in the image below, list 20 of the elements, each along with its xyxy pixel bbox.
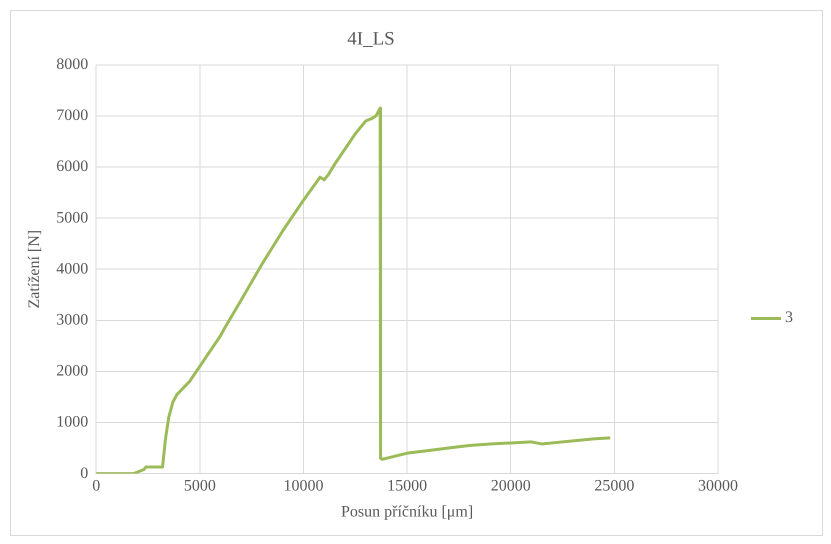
y-tick-label: 1000 (56, 414, 88, 431)
x-tick-label: 30000 (698, 477, 738, 494)
y-tick-label: 4000 (56, 260, 88, 278)
x-tick-label: 15000 (387, 477, 428, 494)
y-tick-label: 3000 (56, 312, 88, 329)
x-axis-title: Posun příčníku [μm] (341, 504, 474, 521)
y-tick-label: 8000 (56, 56, 88, 74)
chart-title: 4I_LS (347, 28, 395, 50)
x-tick-label: 5000 (184, 477, 216, 494)
y-tick-label: 5000 (56, 209, 88, 226)
y-tick-label: 0 (80, 464, 88, 482)
x-tick-label: 10000 (283, 477, 324, 494)
y-tick-label: 6000 (56, 158, 88, 176)
x-tick-label: 20000 (490, 477, 531, 494)
y-tick-label: 2000 (56, 362, 88, 380)
x-tick-label: 0 (92, 477, 100, 494)
y-tick-label: 7000 (56, 107, 88, 124)
legend-label: 3 (785, 309, 793, 327)
y-axis-title: Zatížení [N] (26, 230, 43, 309)
x-tick-label: 25000 (594, 477, 634, 494)
